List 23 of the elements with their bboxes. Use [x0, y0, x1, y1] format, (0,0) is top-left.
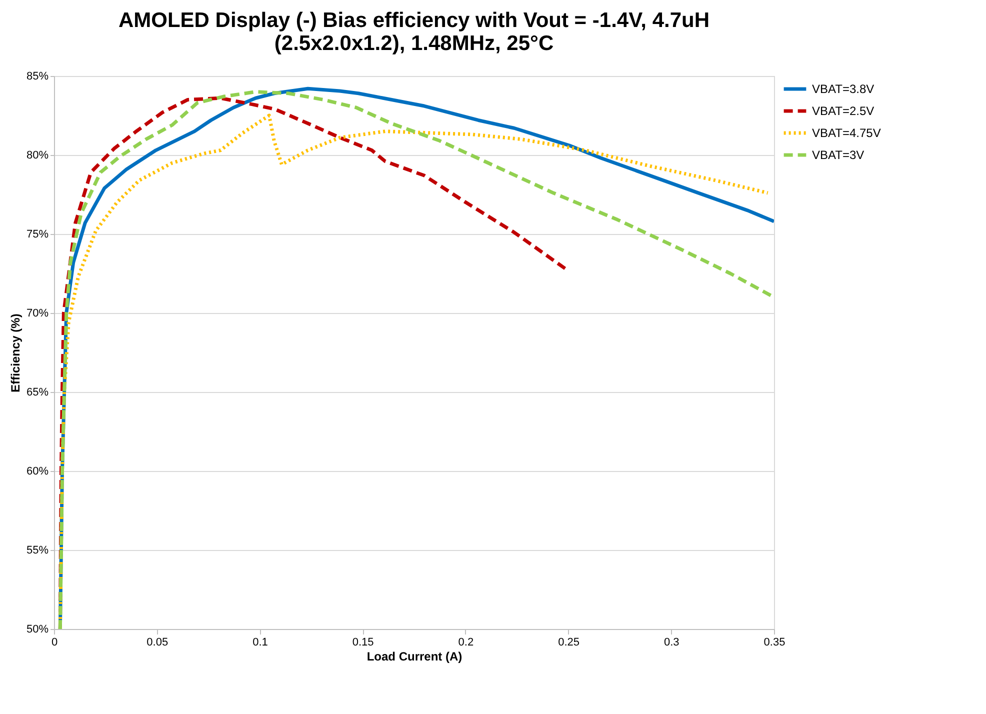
x-tick-label: 0.2: [458, 636, 474, 648]
y-axis-title: Efficiency (%): [8, 314, 22, 392]
x-tick-label: 0.15: [352, 636, 374, 648]
x-tick-label: 0.05: [146, 636, 168, 648]
x-tick-label: 0.35: [764, 636, 786, 648]
y-tick-label: 85%: [26, 70, 49, 82]
y-tick-label: 55%: [26, 544, 49, 556]
legend-label: VBAT=3V: [812, 148, 864, 162]
x-axis-title: Load Current (A): [366, 650, 462, 664]
legend-label: VBAT=2.5V: [812, 104, 874, 118]
chart-title: AMOLED Display (-) Bias efficiency with Vout = -1.4V, 4.7uH (2.5x2.0x1.2), 1.48MHz, 25°C: [118, 9, 710, 55]
x-tick-label: 0.25: [558, 636, 580, 648]
y-tick-label: 70%: [26, 308, 49, 320]
y-tick-label: 60%: [26, 466, 49, 478]
y-tick-label: 75%: [26, 228, 49, 240]
legend-label: VBAT=4.75V: [812, 126, 881, 140]
y-tick-label: 50%: [26, 624, 49, 636]
y-tick-label: 65%: [26, 386, 49, 398]
x-tick-label: 0.3: [664, 636, 680, 648]
x-tick-label: 0: [51, 636, 58, 648]
x-tick-label: 0.1: [252, 636, 268, 648]
legend-label: VBAT=3.8V: [812, 82, 874, 96]
y-tick-label: 80%: [26, 150, 49, 162]
